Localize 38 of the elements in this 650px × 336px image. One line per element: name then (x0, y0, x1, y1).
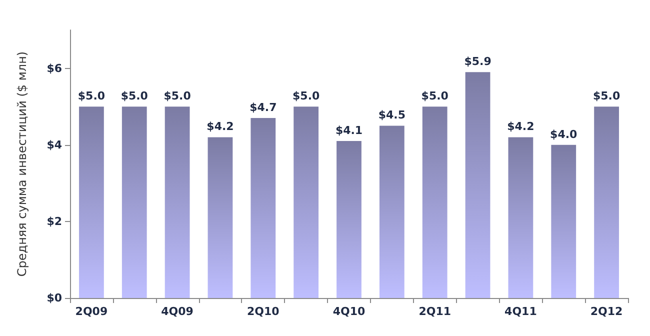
y-axis-title: Средняя сумма инвестиций ($ млн) (15, 51, 29, 277)
x-tick-label: 4Q09 (161, 305, 194, 318)
data-label: $4.2 (206, 120, 234, 134)
bar (164, 106, 190, 298)
x-tick-label: 4Q11 (504, 305, 537, 318)
x-tick-label: 4Q10 (332, 305, 366, 318)
bar (465, 72, 490, 298)
x-tick-label: 2Q12 (590, 305, 623, 318)
data-label: $4.5 (378, 108, 406, 122)
data-label: $5.0 (421, 90, 449, 103)
data-label: $5.0 (592, 90, 620, 103)
data-label: $4.7 (250, 101, 277, 114)
bar (250, 118, 276, 298)
x-tick-label: 2Q09 (75, 305, 108, 318)
y-tick-label: $4 (46, 138, 62, 152)
bar (551, 144, 576, 298)
bar (508, 137, 534, 298)
data-label: $4.0 (550, 128, 578, 141)
y-tick-label: $0 (46, 292, 62, 304)
y-tick-label: $6 (46, 62, 62, 75)
data-label: $5.0 (164, 90, 192, 103)
data-label: $5.9 (464, 55, 492, 68)
data-label: $4.2 (507, 120, 534, 134)
bar (594, 106, 619, 298)
data-label: $4.1 (335, 124, 363, 138)
data-label: $5.0 (78, 90, 106, 103)
bar (294, 106, 319, 298)
bar (208, 137, 233, 298)
data-label: $5.0 (120, 90, 148, 103)
bar (379, 126, 404, 298)
x-tick-label: 2Q11 (418, 305, 451, 318)
y-tick-label: $2 (46, 214, 62, 228)
bar (122, 106, 147, 298)
x-tick-label: 2Q10 (247, 305, 280, 318)
data-label: $5.0 (292, 90, 320, 103)
bar (422, 106, 448, 298)
bar (79, 106, 104, 298)
bar (336, 141, 362, 298)
